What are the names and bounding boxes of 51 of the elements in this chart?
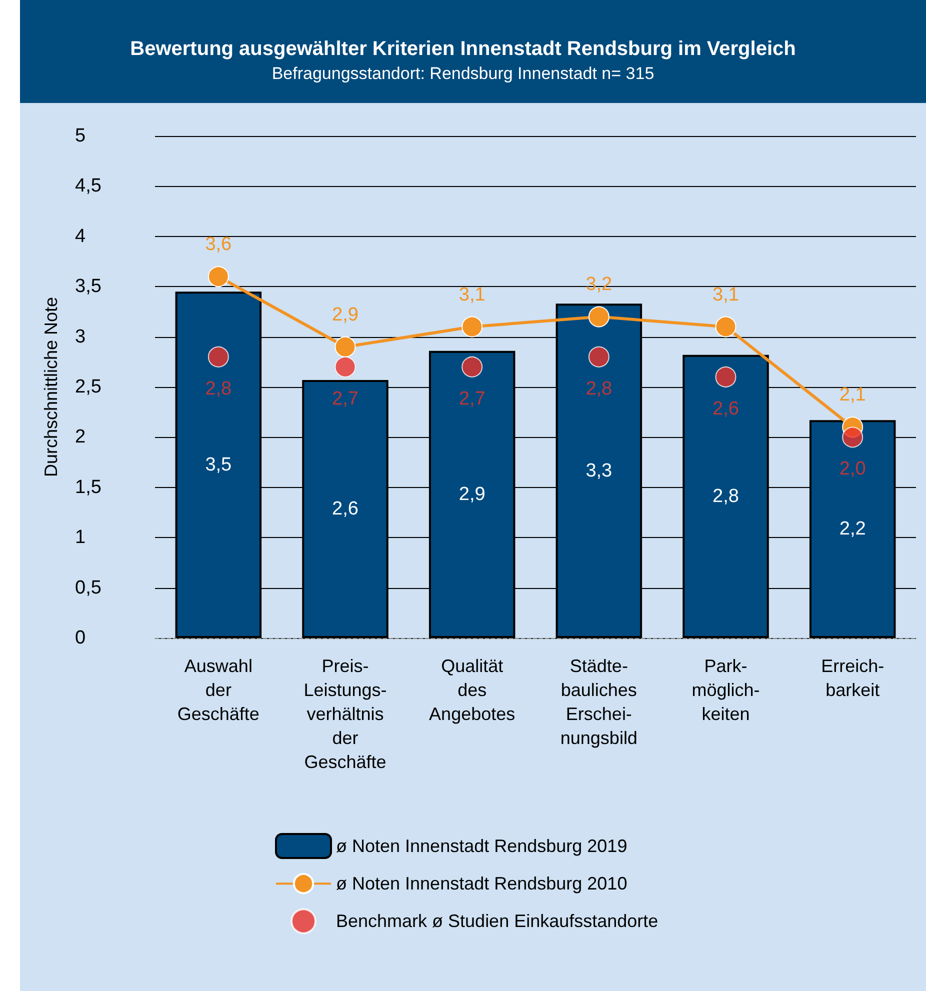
y-tick-label: 2,5 — [75, 376, 102, 398]
y-tick-label: 3,5 — [75, 276, 102, 298]
data-label: 2,2 — [839, 518, 866, 540]
point — [208, 346, 229, 368]
data-label: 2,7 — [332, 388, 358, 410]
y-tick-label: 4 — [75, 226, 86, 247]
point — [208, 266, 229, 288]
y-tick-label: 1 — [75, 527, 86, 548]
data-label: 2,6 — [332, 498, 358, 520]
x-tick-label: Städte- bauliches Erschei- nungsbild — [560, 656, 638, 748]
data-label: 3,1 — [712, 284, 739, 306]
data-label: 2,8 — [205, 378, 232, 400]
x-tick-label: Auswahl der Geschäfte — [177, 656, 260, 724]
x-tick-label: Erreich- barkeit — [821, 656, 884, 700]
x-tick-label: Preis- Leistungs- verhältnis der Geschäfte — [304, 656, 387, 772]
y-tick-label: 0 — [75, 628, 86, 648]
y-tick-label: 1,5 — [75, 476, 102, 498]
data-label: 2,7 — [458, 388, 486, 410]
point — [588, 346, 610, 368]
data-label: 2,9 — [332, 304, 358, 326]
point — [715, 316, 736, 338]
data-label: 2,8 — [586, 378, 612, 400]
y-tick-label: 3 — [75, 326, 86, 348]
data-label: 3,5 — [205, 454, 232, 476]
chart-subtitle: Befragungsstandort: Rendsburg Innenstadt n= 315 — [272, 64, 654, 83]
data-label: 2,9 — [458, 484, 486, 505]
data-label: 3,3 — [586, 460, 612, 482]
point — [334, 336, 356, 358]
x-tick-label: Qualität des Angebotes — [429, 656, 516, 724]
legend-label: Benchmark ø Studien Einkaufsstandorte — [336, 911, 658, 932]
y-tick-label: 2 — [75, 426, 86, 448]
data-label: 2,1 — [839, 384, 866, 406]
x-tick-label: Park- möglich- keiten — [692, 656, 760, 724]
point — [842, 426, 864, 448]
y-tick-label: 5 — [75, 126, 86, 146]
y-tick-label: 4,5 — [75, 176, 102, 197]
point — [334, 356, 356, 378]
point — [462, 316, 483, 338]
data-label: 3,1 — [458, 284, 486, 306]
data-label: 2,6 — [712, 398, 739, 420]
y-tick-label: 0,5 — [75, 577, 102, 598]
legend-label: ø Noten Innenstadt Rendsburg 2019 — [336, 836, 628, 856]
chart-title: Bewertung ausgewählter Kriterien Innenstadt Rendsburg im Vergleich — [130, 38, 796, 60]
point — [462, 356, 483, 378]
y-axis-title: Durchschnittliche Note — [41, 296, 61, 478]
point — [588, 306, 610, 328]
data-label: 2,0 — [839, 458, 866, 480]
legend-label: ø Noten Innenstadt Rendsburg 2010 — [336, 874, 628, 894]
point — [715, 366, 736, 388]
data-label: 2,8 — [712, 486, 739, 507]
data-label: 3,6 — [205, 234, 232, 256]
